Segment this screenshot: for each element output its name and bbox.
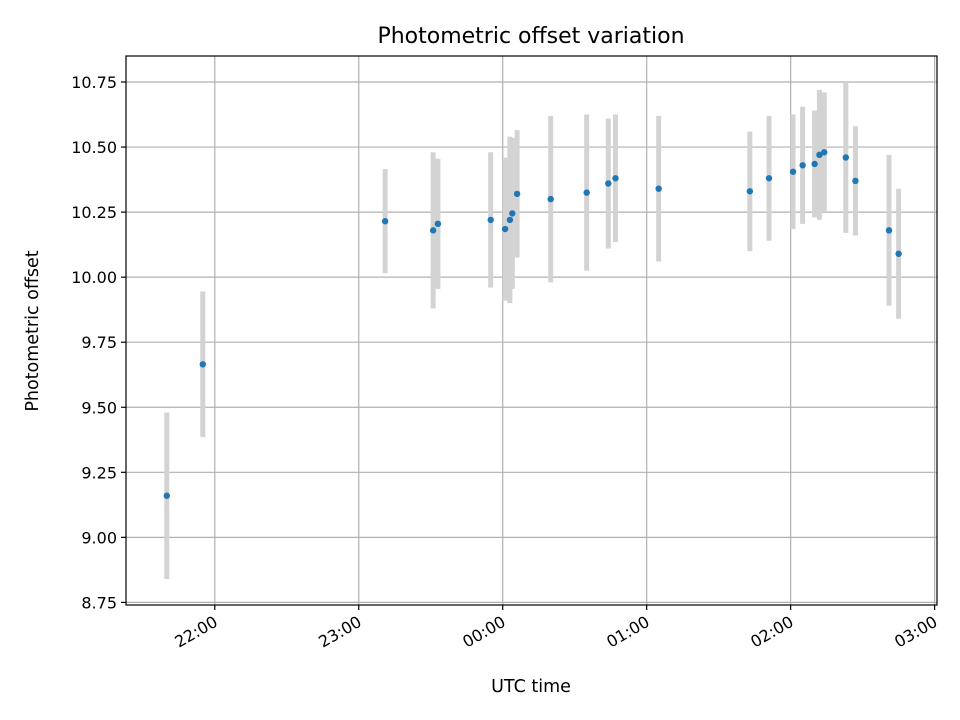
y-axis: 8.75 9.00 9.25 9.50 9.75 10.00 10.25 10.50 10.75	[71, 73, 126, 612]
y-tick-label: 8.75	[81, 593, 117, 612]
data-point	[547, 195, 554, 203]
data-point	[605, 180, 612, 187]
data-point	[506, 216, 514, 224]
y-tick-label: 9.00	[81, 528, 117, 547]
data-point	[852, 177, 859, 185]
y-tick-label: 10.75	[71, 73, 117, 92]
x-tick-label: 00:00	[459, 612, 508, 652]
y-tick-label: 10.50	[71, 138, 117, 157]
data-points	[163, 149, 902, 499]
x-tick-label: 22:00	[171, 612, 220, 652]
data-point	[583, 189, 590, 196]
plot-frame	[125, 55, 938, 606]
data-point	[513, 190, 521, 198]
x-tick-label: 23:00	[315, 612, 364, 652]
y-tick-label: 10.00	[71, 268, 117, 287]
x-axis-label: UTC time	[491, 677, 571, 697]
data-point	[816, 151, 823, 159]
x-tick-label: 02:00	[747, 612, 796, 652]
data-point	[895, 250, 902, 257]
y-axis-label: Photometric offset	[23, 250, 43, 411]
data-point	[821, 149, 828, 156]
x-tick-label: 03:00	[891, 612, 940, 652]
error-bars	[164, 82, 902, 579]
data-point	[655, 185, 662, 192]
x-tick-label: 01:00	[603, 612, 652, 652]
data-point	[199, 361, 206, 368]
data-point	[509, 210, 516, 217]
y-tick-label: 9.75	[81, 333, 117, 352]
data-point	[811, 160, 818, 168]
data-point	[799, 162, 806, 169]
data-point	[429, 227, 437, 234]
chart-title: Photometric offset variation	[377, 24, 684, 49]
data-point	[746, 188, 754, 195]
y-tick-label: 9.50	[81, 398, 117, 417]
data-point	[765, 175, 773, 182]
y-tick-label: 10.25	[71, 203, 117, 222]
x-axis: 22:00 23:00 00:00 01:00 02:00 03:00	[171, 605, 941, 652]
data-point	[612, 175, 619, 182]
data-point	[842, 154, 850, 161]
data-point	[885, 227, 893, 234]
data-point	[163, 492, 170, 499]
data-point	[501, 225, 509, 233]
data-point	[434, 220, 442, 228]
data-point	[789, 168, 797, 175]
data-point	[487, 216, 494, 224]
y-tick-label: 9.25	[81, 463, 117, 482]
data-point	[381, 218, 389, 225]
